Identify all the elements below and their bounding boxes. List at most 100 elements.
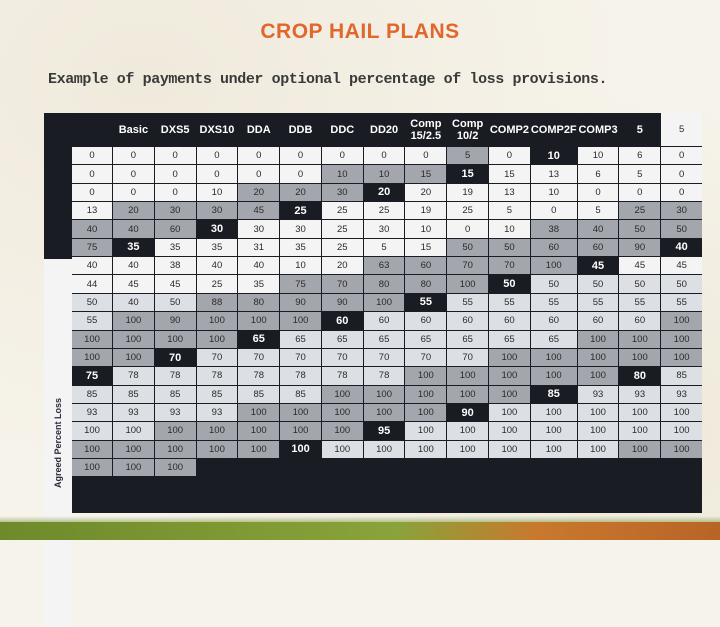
table-cell: 10 xyxy=(321,165,363,183)
table-cell: 100 xyxy=(530,440,577,458)
table-cell: 55 xyxy=(619,293,661,312)
table-cell: 0 xyxy=(661,165,702,183)
table-cell: 50 xyxy=(489,238,530,257)
table-cell: 20 xyxy=(280,183,321,202)
column-header: COMP3 xyxy=(577,113,619,146)
table-cell: 50 xyxy=(530,275,577,293)
table-cell: 20 xyxy=(321,257,363,275)
table-cell: 10 xyxy=(577,147,619,165)
table-cell: 50 xyxy=(661,275,702,293)
table-cell: 100 xyxy=(196,330,238,348)
table-cell: 30 xyxy=(238,220,280,238)
column-header: Comp 10/2 xyxy=(447,113,489,146)
table-cell: 70 xyxy=(489,257,530,275)
table-cell: 70 xyxy=(280,348,321,367)
table-cell: 10 xyxy=(530,183,577,202)
table-cell: 70 xyxy=(321,275,363,293)
table-cell: 31 xyxy=(238,238,280,257)
column-header: DDB xyxy=(280,113,321,146)
table-cell: 100 xyxy=(113,348,154,367)
table-cell: 100 xyxy=(72,348,112,367)
table-cell: 100 xyxy=(154,458,196,477)
table-cell: 100 xyxy=(238,440,280,458)
table-cell: 100 xyxy=(619,330,661,348)
column-header: COMP2 xyxy=(489,113,530,146)
table-cell: 45 xyxy=(619,257,661,275)
table-cell: 10 xyxy=(405,220,447,238)
table-cell: 100 xyxy=(577,422,619,440)
table-cell: 0 xyxy=(196,147,238,165)
table-cell: 100 xyxy=(577,330,619,348)
table-cell: 85 xyxy=(196,385,238,403)
table-cell: 15 xyxy=(405,238,447,257)
table-cell: 40 xyxy=(72,257,112,275)
row-header-loss: 75 xyxy=(72,367,112,385)
table-cell: 0 xyxy=(154,183,196,202)
table-cell: 100 xyxy=(238,312,280,330)
table-cell: 100 xyxy=(661,312,702,330)
table-cell: 100 xyxy=(113,330,154,348)
table-cell: 85 xyxy=(280,385,321,403)
table-cell: 100 xyxy=(661,348,702,367)
table-cell: 30 xyxy=(363,220,405,238)
table-cell: 35 xyxy=(238,275,280,293)
table-cell: 45 xyxy=(238,202,280,220)
table-cell: 93 xyxy=(661,385,702,403)
table-cell: 25 xyxy=(363,202,405,220)
table-cell: 40 xyxy=(113,293,154,312)
table-cell: 60 xyxy=(577,312,619,330)
table-cell: 93 xyxy=(154,403,196,422)
table-cell: 19 xyxy=(405,202,447,220)
table-cell: 100 xyxy=(113,458,154,477)
table-cell: 45 xyxy=(113,275,154,293)
row-header-loss: 10 xyxy=(530,147,577,165)
row-header-loss: 100 xyxy=(280,440,321,458)
table-cell: 75 xyxy=(72,238,112,257)
table-cell: 60 xyxy=(577,238,619,257)
table-cell: 13 xyxy=(72,202,112,220)
row-header-loss: 50 xyxy=(489,275,530,293)
table-cell: 60 xyxy=(405,257,447,275)
table-cell: 93 xyxy=(72,403,112,422)
table-cell: 40 xyxy=(196,257,238,275)
table-cell: 100 xyxy=(619,348,661,367)
table-cell: 70 xyxy=(405,348,447,367)
table-cell: 6 xyxy=(619,147,661,165)
table-cell: 90 xyxy=(321,293,363,312)
table-cell: 100 xyxy=(405,385,447,403)
table-cell: 5 xyxy=(363,238,405,257)
table-cell: 100 xyxy=(661,330,702,348)
table-cell: 100 xyxy=(363,385,405,403)
payment-table: Agreed Percent Loss Basic DXS5 DXS10 DDA DDB… xyxy=(44,113,702,627)
table-cell: 100 xyxy=(530,403,577,422)
table-cell: 0 xyxy=(363,147,405,165)
table-cell: 13 xyxy=(530,165,577,183)
table-cell: 65 xyxy=(530,330,577,348)
table-cell: 55 xyxy=(577,293,619,312)
table-cell: 100 xyxy=(447,367,489,385)
table-cell: 60 xyxy=(619,312,661,330)
column-header: DDC xyxy=(321,113,363,146)
table-cell: 100 xyxy=(405,367,447,385)
table-cell: 55 xyxy=(447,293,489,312)
row-header-loss: 65 xyxy=(238,330,280,348)
table-cell: 10 xyxy=(363,165,405,183)
table-cell: 100 xyxy=(113,312,154,330)
table-cell: 30 xyxy=(280,220,321,238)
table-cell: 0 xyxy=(280,147,321,165)
table-cell: 100 xyxy=(661,403,702,422)
table-cell: 78 xyxy=(238,367,280,385)
row-header-loss: 80 xyxy=(619,367,661,385)
row-header-loss: 90 xyxy=(447,403,489,422)
table-cell: 20 xyxy=(113,202,154,220)
table-cell: 100 xyxy=(661,422,702,440)
table-cell: 100 xyxy=(72,330,112,348)
table-cell: 100 xyxy=(321,385,363,403)
row-axis-label: Agreed Percent Loss xyxy=(44,259,72,627)
table-cell: 100 xyxy=(280,403,321,422)
table-cell: 100 xyxy=(661,440,702,458)
table-cell: 100 xyxy=(405,422,447,440)
table-cell: 40 xyxy=(577,220,619,238)
table-cell: 100 xyxy=(154,330,196,348)
table-cell: 10 xyxy=(489,220,530,238)
